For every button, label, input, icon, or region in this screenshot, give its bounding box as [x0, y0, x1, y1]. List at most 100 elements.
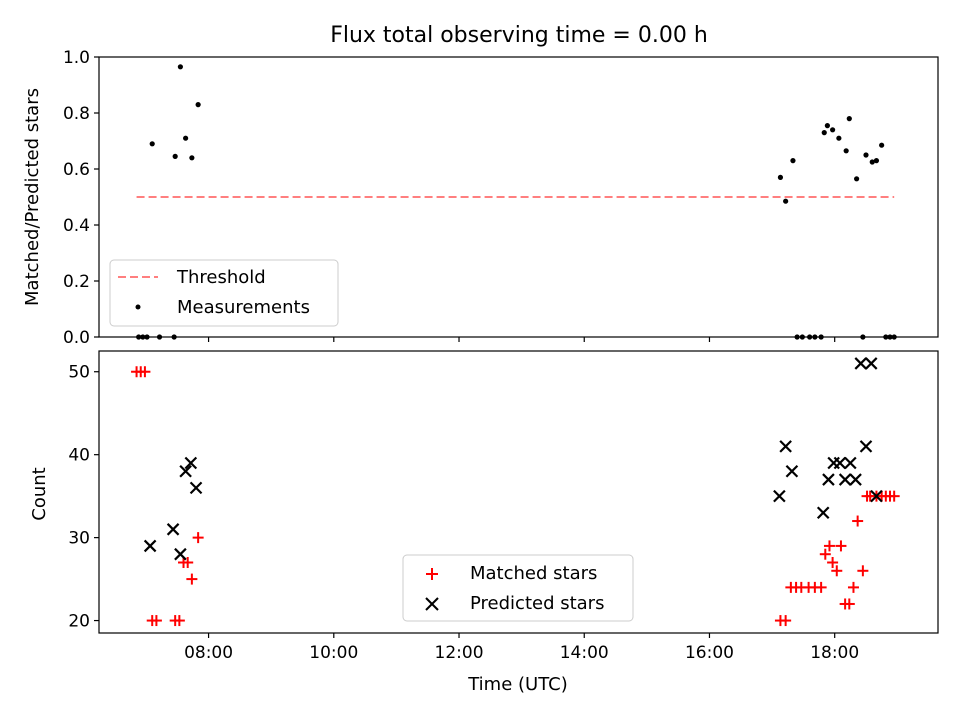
top-y-tick-label: 0.0	[63, 328, 90, 348]
bottom-y-tick-label: 50	[68, 363, 90, 383]
measurement-point	[854, 176, 860, 182]
bottom-x-tick-label: 14:00	[560, 643, 609, 663]
matched-star-point	[819, 548, 831, 560]
predicted-star-b	[785, 464, 799, 478]
predicted-star-b	[174, 547, 187, 561]
matched-star-point	[173, 615, 185, 627]
bottom-x-tick-label: 16:00	[685, 643, 734, 663]
predicted-star-b	[179, 464, 192, 478]
predicted-star-point	[854, 357, 868, 370]
predicted-star-b	[773, 489, 786, 503]
predicted-star-point	[143, 539, 157, 553]
predicted-star-b	[870, 489, 883, 503]
bottom-x-tick-label: 18:00	[810, 643, 859, 663]
measurements-legend-label: Measurements	[177, 297, 310, 318]
measurement-point	[863, 152, 869, 158]
predicted-star-point	[184, 456, 198, 470]
bottom-marks	[131, 357, 900, 627]
predicted-star-point	[822, 473, 835, 486]
top-y-tick-label: 0.6	[63, 160, 90, 180]
top-x-tick-marks	[207, 337, 836, 342]
top-panel: 0.0 0.2 0.4 0.6 0.8 1.0 Matched/Predicted sta…	[22, 48, 939, 348]
measurement-point	[846, 116, 852, 122]
matched-star-point	[847, 581, 859, 593]
predicted-star-point	[166, 523, 180, 536]
predicted-star-point	[849, 473, 862, 486]
predicted-star-b	[859, 440, 873, 453]
matched-star-point	[139, 366, 151, 378]
matched-star-point	[835, 540, 847, 552]
predicted-star-b	[844, 456, 857, 470]
top-y-ticks: 0.0 0.2 0.4 0.6 0.8 1.0	[63, 48, 99, 348]
matched-star-point	[182, 557, 194, 568]
measurement-point	[149, 141, 155, 147]
top-y-tick-label: 0.4	[63, 216, 90, 236]
predicted-star-b	[838, 473, 852, 486]
measurement-point	[790, 158, 796, 164]
measurement-point	[195, 102, 201, 108]
bottom-x-axis-label: Time (UTC)	[467, 674, 568, 695]
measurement-point	[824, 123, 830, 129]
predicted-star-b	[143, 539, 157, 553]
bottom-y-tick-label: 40	[68, 446, 90, 466]
predicted-legend-label: Predicted stars	[470, 593, 604, 614]
matched-star-point	[823, 540, 835, 552]
top-y-tick-label: 0.8	[63, 104, 90, 124]
matched-star-point	[192, 532, 204, 544]
measurement-point	[830, 127, 836, 133]
matched-legend-marker	[426, 568, 438, 580]
bottom-legend: Matched stars Predicted stars	[402, 554, 634, 622]
predicted-star-b	[189, 481, 203, 495]
matched-star-point	[186, 573, 198, 585]
measurements-legend-marker	[135, 304, 141, 310]
measurement-point	[172, 153, 178, 159]
predicted-star-point	[844, 456, 857, 470]
measurement-point	[189, 155, 195, 161]
bottom-axes-frame	[98, 350, 939, 634]
measurement-point	[777, 174, 784, 180]
measurement-point	[821, 130, 827, 136]
bottom-x-tick-label: 12:00	[435, 643, 484, 663]
matched-star-point	[815, 581, 827, 593]
matched-star-point	[888, 490, 900, 502]
matched-star-point	[831, 565, 843, 577]
predicted-star-point	[773, 489, 786, 503]
predicted-star-b	[822, 473, 835, 486]
matched-star-point	[843, 598, 855, 610]
predicted-star-b	[854, 357, 868, 370]
top-y-tick-label: 0.2	[63, 272, 90, 292]
predicted-star-b	[816, 506, 830, 520]
predicted-star-b	[184, 456, 198, 470]
matched-star-point	[150, 615, 162, 627]
measurement-point	[873, 158, 880, 164]
predicted-star-point	[785, 464, 799, 478]
matched-star-point	[780, 615, 792, 627]
top-axes-frame	[98, 56, 939, 338]
bottom-x-tick-label: 10:00	[309, 643, 358, 663]
measurement-point	[843, 148, 849, 154]
bottom-y-axis-label: Count	[29, 467, 50, 520]
measurement-point	[177, 64, 183, 70]
chart-title: Flux total observing time = 0.00 h	[330, 23, 708, 48]
bottom-legend-frame	[402, 554, 634, 622]
top-legend-frame	[109, 259, 339, 327]
predicted-star-b	[166, 523, 180, 536]
measurement-point	[183, 135, 189, 141]
predicted-star-point	[859, 440, 873, 453]
predicted-star-b	[849, 473, 862, 486]
predicted-star-point	[179, 464, 192, 478]
measurement-point	[879, 142, 885, 148]
predicted-star-point	[864, 357, 878, 370]
bottom-y-tick-label: 30	[68, 529, 90, 549]
matched-star-point	[857, 565, 869, 577]
predicted-star-b	[833, 456, 847, 470]
matched-star-point	[827, 557, 839, 568]
predicted-star-b	[864, 357, 878, 370]
predicted-legend-marker	[425, 597, 439, 611]
predicted-star-point	[779, 440, 792, 453]
predicted-star-b	[779, 440, 792, 453]
matched-star-point	[852, 515, 864, 527]
predicted-star-point	[816, 506, 830, 520]
